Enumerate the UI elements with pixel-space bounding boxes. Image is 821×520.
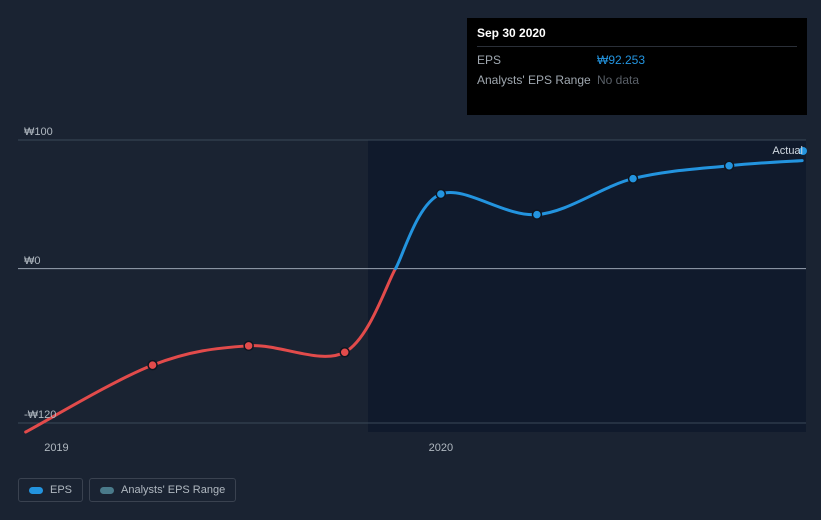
x-axis-tick: 2019 bbox=[44, 442, 68, 454]
tooltip-title: Sep 30 2020 bbox=[477, 26, 797, 47]
tooltip-row: EPS ₩92.253 bbox=[477, 47, 797, 67]
tooltip-row: Analysts' EPS Range No data bbox=[477, 67, 797, 87]
tooltip-label: Analysts' EPS Range bbox=[477, 73, 597, 87]
legend-swatch bbox=[29, 487, 43, 494]
y-axis-tick: ₩100 bbox=[24, 126, 53, 138]
legend-label: EPS bbox=[50, 484, 72, 496]
chart-legend: EPS Analysts' EPS Range bbox=[18, 478, 236, 502]
legend-item-eps[interactable]: EPS bbox=[18, 478, 83, 502]
y-axis-tick: ₩0 bbox=[24, 255, 41, 267]
legend-item-analysts-range[interactable]: Analysts' EPS Range bbox=[89, 478, 236, 502]
tooltip-label: EPS bbox=[477, 53, 597, 67]
tooltip-value: No data bbox=[597, 73, 797, 87]
eps-chart: Sep 30 2020 EPS ₩92.253 Analysts' EPS Ra… bbox=[0, 0, 821, 520]
actual-label: Actual bbox=[772, 145, 803, 157]
y-axis-tick: -₩120 bbox=[24, 409, 56, 421]
x-axis-tick: 2020 bbox=[429, 442, 453, 454]
legend-label: Analysts' EPS Range bbox=[121, 484, 225, 496]
legend-swatch bbox=[100, 487, 114, 494]
chart-tooltip: Sep 30 2020 EPS ₩92.253 Analysts' EPS Ra… bbox=[467, 18, 807, 115]
tooltip-value: ₩92.253 bbox=[597, 53, 797, 67]
